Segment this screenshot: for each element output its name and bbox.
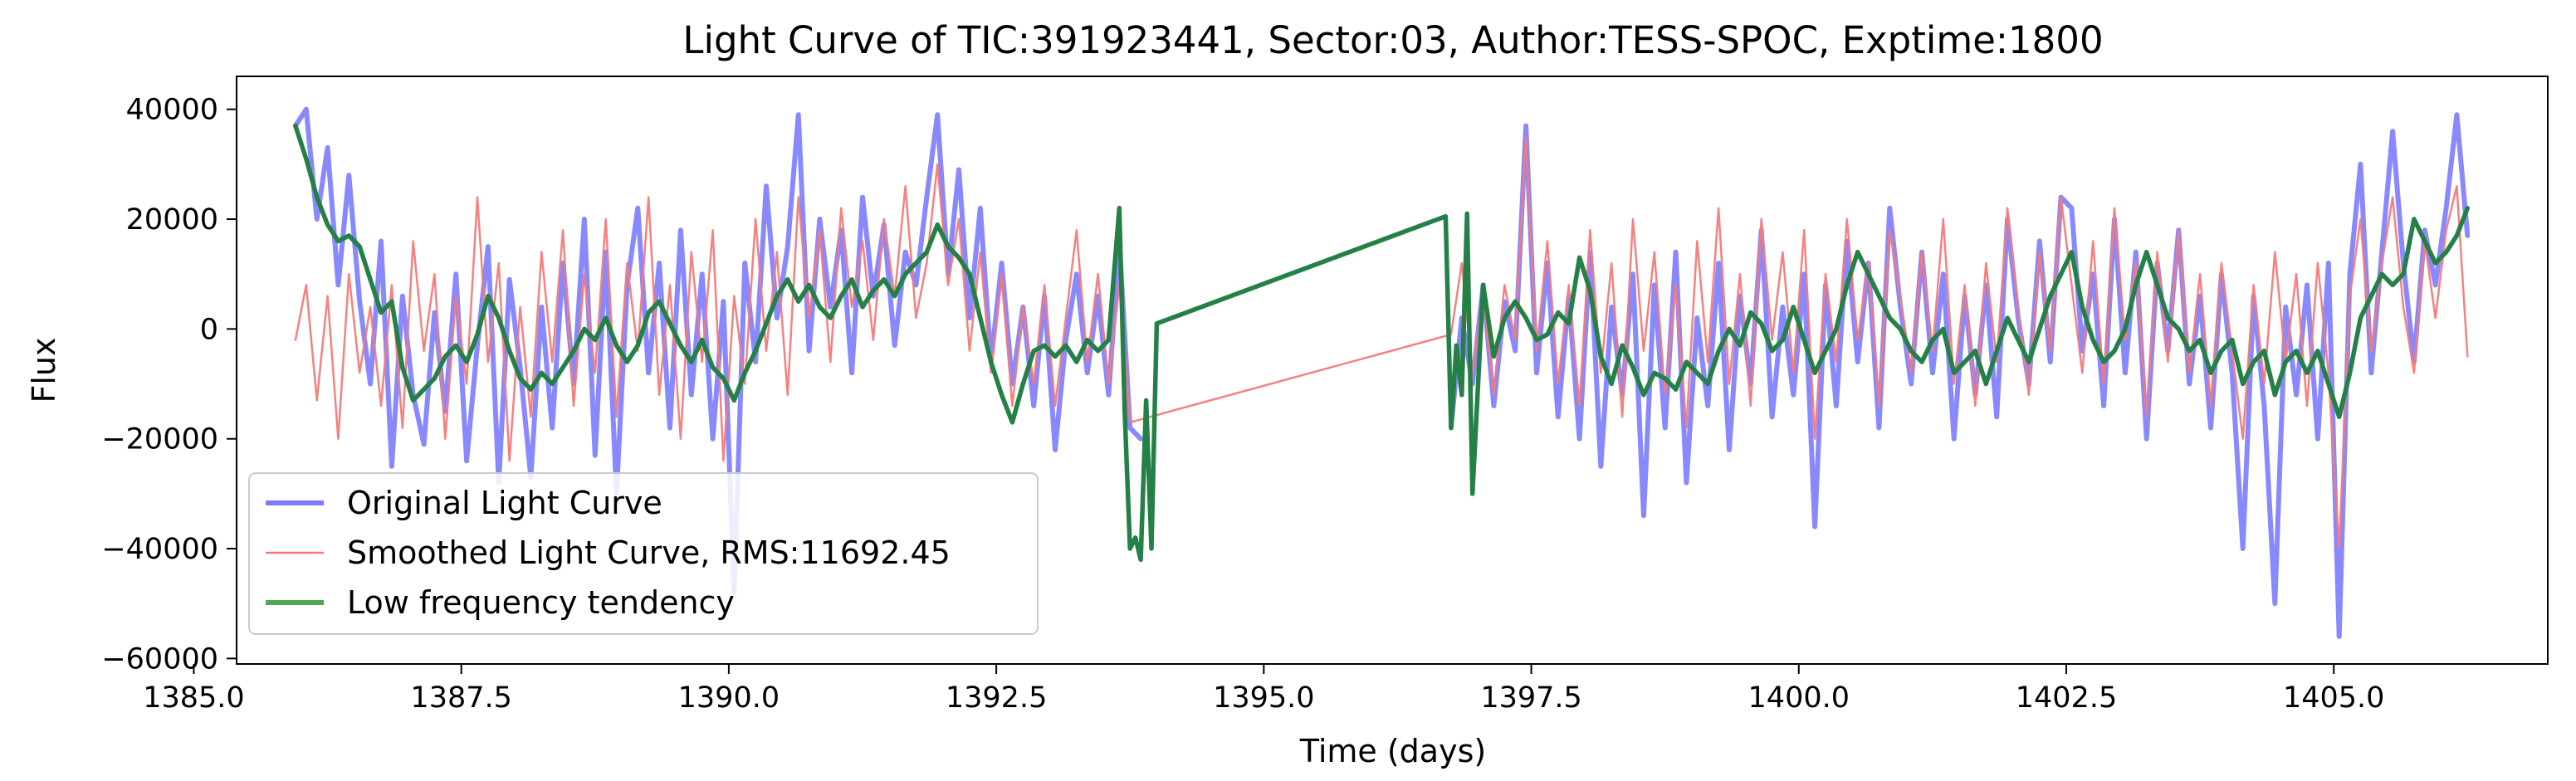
y-tick-label: 0: [200, 313, 218, 346]
y-tick-label: 20000: [126, 203, 218, 237]
x-tick-label: 1405.0: [2283, 681, 2384, 715]
x-tick-label: 1395.0: [1213, 681, 1314, 715]
y-tick-label: 40000: [126, 94, 218, 127]
legend: Original Light Curve Smoothed Light Curve…: [248, 472, 1039, 635]
y-tick-label: −60000: [101, 642, 218, 676]
ticks-layer: 1385.0 1387.5 1390.0 1392.5 1395.0 1397.5 1400…: [101, 94, 2384, 715]
legend-label: Original Light Curve: [347, 485, 662, 521]
y-tick-label: −20000: [101, 423, 218, 456]
x-tick-label: 1392.5: [946, 681, 1047, 715]
legend-label: Low frequency tendency: [347, 584, 735, 621]
x-tick-label: 1390.0: [678, 681, 780, 715]
y-tick-label: −40000: [101, 533, 218, 566]
y-axis-label: Flux: [26, 338, 62, 403]
x-tick-label: 1402.5: [2016, 681, 2117, 715]
plot-frame: [236, 76, 2549, 665]
smoothed-light-curve-line: [294, 135, 2469, 550]
x-axis-label: Time (days): [1299, 733, 1486, 769]
legend-box: [248, 472, 1039, 635]
legend-label: Smoothed Light Curve, RMS:11692.45: [347, 534, 951, 571]
series-layer: [292, 106, 2471, 639]
x-tick-label: 1385.0: [143, 681, 244, 715]
x-tick-label: 1400.0: [1748, 681, 1850, 715]
x-tick-label: 1397.5: [1480, 681, 1581, 715]
x-tick-label: 1387.5: [410, 681, 511, 715]
chart-title: Light Curve of TIC:391923441, Sector:03,…: [682, 18, 2103, 62]
low-frequency-tendency-line: [293, 123, 2471, 563]
